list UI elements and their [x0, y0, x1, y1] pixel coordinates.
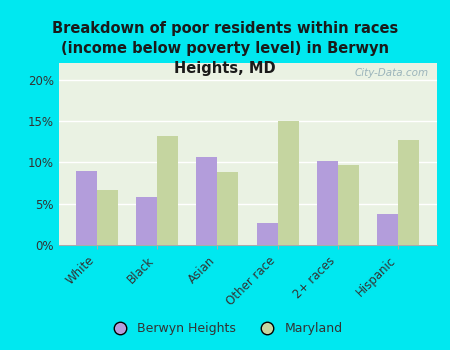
Bar: [398, 140, 419, 245]
Bar: [97, 190, 118, 245]
Bar: [278, 121, 299, 245]
Bar: [256, 223, 278, 245]
Bar: [217, 172, 238, 245]
Bar: [136, 197, 157, 245]
Bar: [377, 215, 398, 245]
Bar: [196, 157, 217, 245]
Bar: [317, 161, 338, 245]
Text: City-Data.com: City-Data.com: [355, 69, 429, 78]
Text: Breakdown of poor residents within races
(income below poverty level) in Berwyn
: Breakdown of poor residents within races…: [52, 21, 398, 76]
Bar: [76, 170, 97, 245]
Bar: [338, 165, 359, 245]
Bar: [157, 136, 178, 245]
Legend: Berwyn Heights, Maryland: Berwyn Heights, Maryland: [102, 317, 348, 340]
